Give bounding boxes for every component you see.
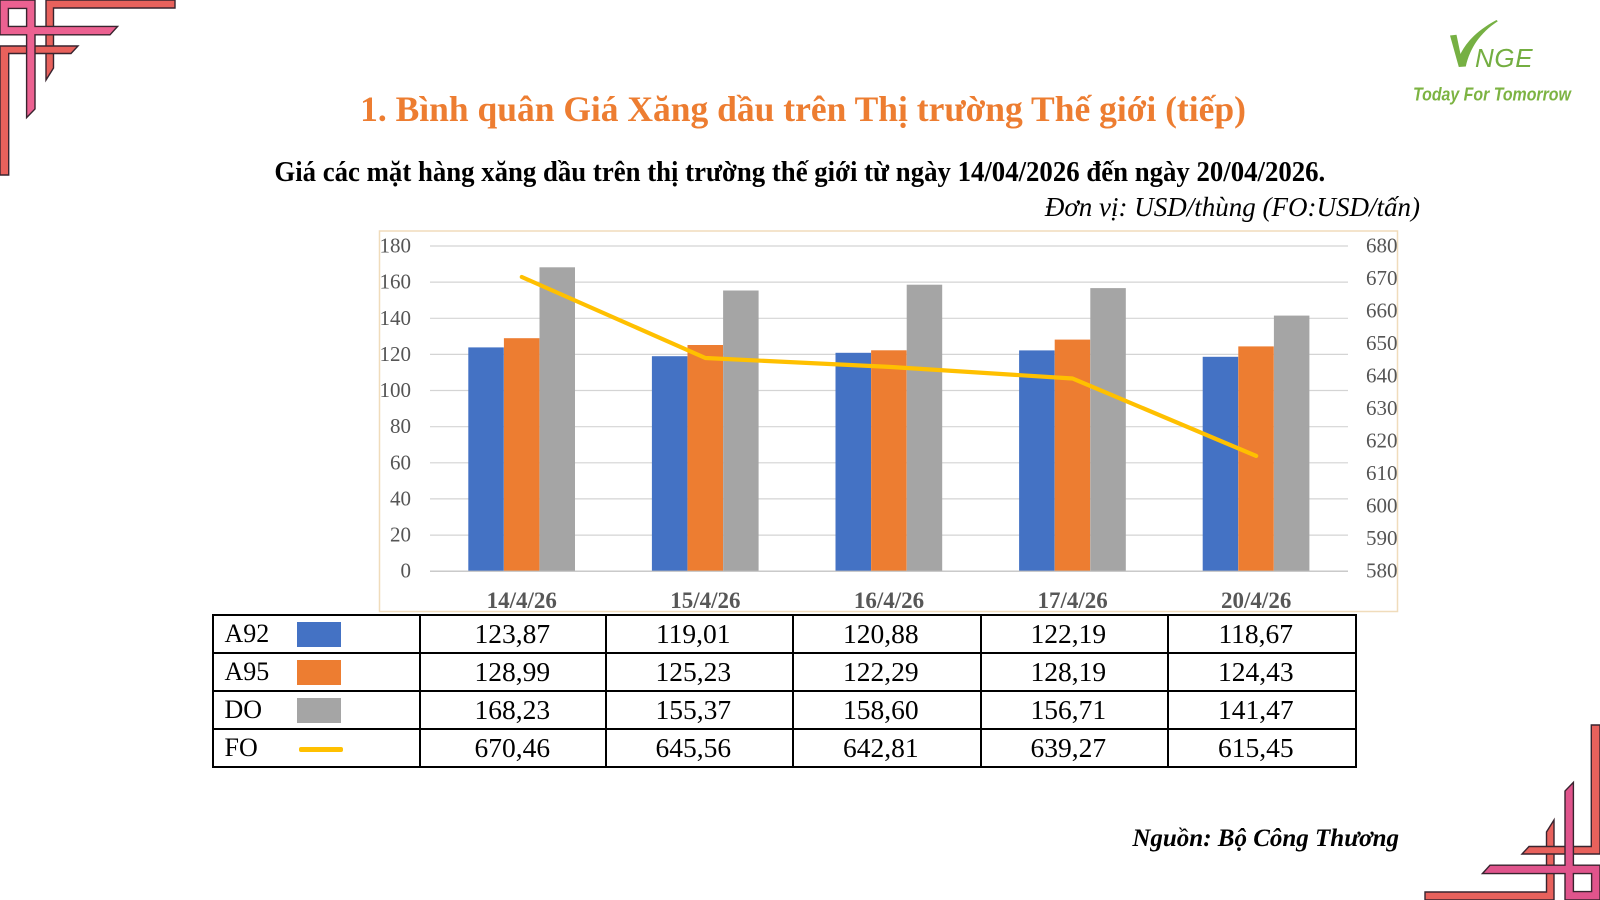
svg-text:NGE: NGE [1475,43,1533,73]
svg-text:60: 60 [390,450,411,474]
svg-text:120: 120 [380,342,412,366]
svg-text:580: 580 [1366,559,1398,583]
svg-text:140: 140 [380,306,412,330]
svg-text:600: 600 [1366,494,1398,518]
svg-text:80: 80 [390,414,411,438]
svg-text:40: 40 [390,486,411,510]
svg-text:670: 670 [1366,266,1398,290]
svg-text:Today For Tomorrow: Today For Tomorrow [1413,83,1572,104]
svg-text:0: 0 [401,559,412,583]
svg-text:20: 20 [390,523,411,547]
svg-text:180: 180 [380,234,412,258]
svg-text:590: 590 [1366,526,1398,550]
svg-text:680: 680 [1366,234,1398,258]
svg-text:630: 630 [1366,396,1398,420]
svg-text:660: 660 [1366,299,1398,323]
svg-text:20/4/26: 20/4/26 [1221,588,1291,613]
svg-text:620: 620 [1366,429,1398,453]
svg-text:160: 160 [380,270,412,294]
svg-text:610: 610 [1366,461,1398,485]
svg-text:14/4/26: 14/4/26 [487,588,557,613]
svg-text:640: 640 [1366,364,1398,388]
svg-text:17/4/26: 17/4/26 [1037,588,1107,613]
svg-text:650: 650 [1366,331,1398,355]
svg-text:16/4/26: 16/4/26 [854,588,924,613]
svg-text:15/4/26: 15/4/26 [670,588,740,613]
svg-text:100: 100 [380,378,412,402]
